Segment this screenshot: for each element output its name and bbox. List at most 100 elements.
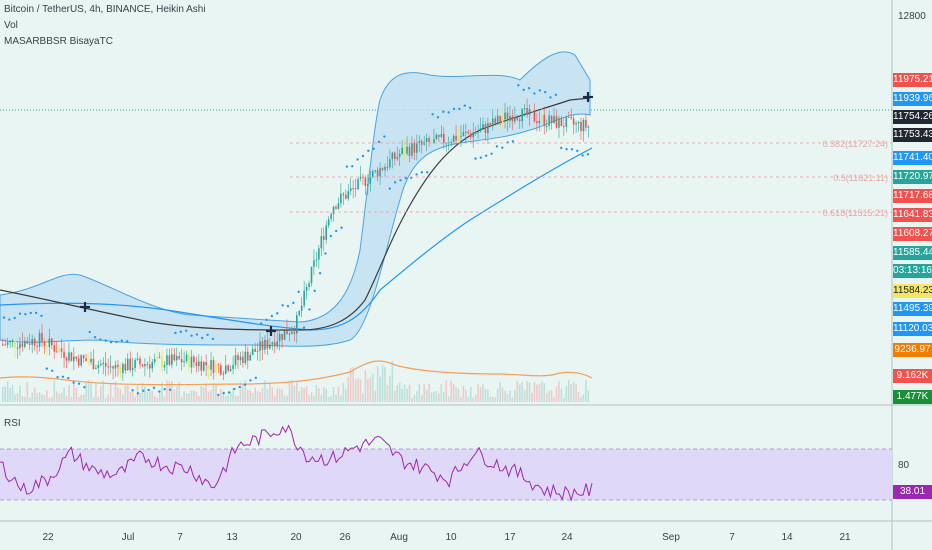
- volume-bar: [286, 395, 288, 402]
- volume-bar: [538, 383, 541, 402]
- sar-dot: [115, 340, 118, 344]
- volume-bar: [315, 385, 318, 402]
- volume-bar: [271, 387, 274, 402]
- volume-bar: [345, 389, 347, 402]
- volume-bar: [369, 377, 372, 402]
- sar-dot: [474, 157, 477, 160]
- candle-body: [144, 364, 146, 367]
- volume-bar: [237, 395, 239, 402]
- volume-bar: [161, 382, 163, 402]
- volume-bar: [9, 388, 11, 402]
- sar-dot: [372, 147, 375, 151]
- volume-bar: [357, 378, 359, 402]
- candle-body: [494, 118, 497, 124]
- candle-body: [501, 119, 504, 123]
- candle-body: [474, 132, 477, 134]
- volume-bar: [222, 391, 225, 402]
- volume-bar: [146, 391, 149, 402]
- volume-bar: [582, 394, 585, 402]
- volume-bar: [305, 386, 308, 402]
- candle-body: [322, 236, 325, 240]
- volume-legend[interactable]: Vol: [4, 20, 18, 31]
- rsi-legend[interactable]: RSI: [4, 418, 21, 429]
- sar-dot: [56, 376, 59, 379]
- volume-bar: [210, 389, 212, 402]
- volume-bar: [533, 382, 536, 402]
- volume-bar: [212, 383, 215, 402]
- volume-bar: [77, 396, 80, 402]
- volume-bar: [413, 394, 416, 402]
- volume-bar: [460, 397, 462, 402]
- volume-bar: [166, 380, 168, 402]
- candle-body: [175, 355, 178, 361]
- volume-bar: [516, 380, 519, 402]
- volume-bar: [406, 388, 408, 402]
- candle-body: [349, 188, 352, 192]
- sar-dot: [313, 289, 316, 293]
- volume-bar: [281, 389, 283, 402]
- candle-body: [126, 358, 129, 371]
- candle-body: [48, 338, 51, 347]
- volume-bar: [131, 389, 134, 402]
- volume-bar: [342, 382, 345, 402]
- volume-bar: [452, 383, 455, 402]
- price-tag: 11975.21: [893, 73, 932, 87]
- candle-body: [234, 355, 237, 365]
- candle-body: [6, 342, 9, 345]
- volume-bar: [207, 391, 210, 402]
- volume-bar: [244, 380, 247, 402]
- sar-dot: [560, 146, 563, 150]
- volume-bar: [107, 394, 109, 402]
- volume-bar: [433, 391, 435, 402]
- candle-body: [134, 359, 136, 368]
- chart-title[interactable]: Bitcoin / TetherUS, 4h, BINANCE, Heikin …: [4, 4, 206, 15]
- volume-bar: [232, 387, 234, 402]
- volume-bar: [440, 384, 443, 402]
- candle-body: [484, 124, 487, 134]
- candle-body: [281, 333, 283, 340]
- volume-bar: [462, 385, 465, 402]
- sar-dot: [367, 149, 370, 152]
- volume-bar: [6, 381, 9, 402]
- volume-bar: [21, 396, 24, 402]
- candle-body: [151, 362, 154, 369]
- volume-bar: [509, 390, 511, 402]
- candle-body: [516, 117, 519, 120]
- volume-bar: [570, 383, 572, 402]
- sar-dot: [543, 90, 547, 94]
- candle-body: [180, 359, 183, 363]
- indicator-legend[interactable]: MASARBBSR BisayaTC: [4, 36, 113, 47]
- candle-body: [259, 341, 261, 351]
- candle-body: [335, 206, 337, 209]
- candle-body: [541, 114, 543, 122]
- candle-body: [224, 365, 227, 374]
- candle-body: [543, 114, 546, 127]
- volume-bar: [259, 391, 261, 402]
- rsi-line: [0, 424, 593, 502]
- sar-dot: [501, 146, 504, 149]
- volume-bar: [92, 397, 95, 402]
- volume-bar: [102, 380, 105, 402]
- candle-body: [528, 109, 531, 116]
- price-tag: 11939.96: [893, 92, 932, 106]
- volume-bar: [33, 387, 36, 402]
- candle-body: [381, 168, 384, 171]
- volume-bar: [391, 361, 394, 402]
- volume-bar: [220, 389, 222, 402]
- candle-body: [269, 344, 271, 349]
- candle-body: [173, 354, 176, 361]
- candle-body: [286, 330, 288, 335]
- volume-bar: [545, 393, 548, 402]
- candle-body: [139, 358, 141, 365]
- candle-body: [21, 343, 24, 347]
- sar-dot: [83, 385, 86, 389]
- sar-dot: [163, 387, 166, 391]
- sar-dot: [131, 389, 134, 392]
- sar-dot: [345, 165, 349, 168]
- candle-body: [183, 361, 185, 363]
- candle-body: [102, 362, 105, 365]
- candle-body: [141, 364, 144, 367]
- candle-body: [51, 338, 53, 346]
- candle-body: [68, 352, 70, 361]
- volume-bar: [156, 397, 158, 402]
